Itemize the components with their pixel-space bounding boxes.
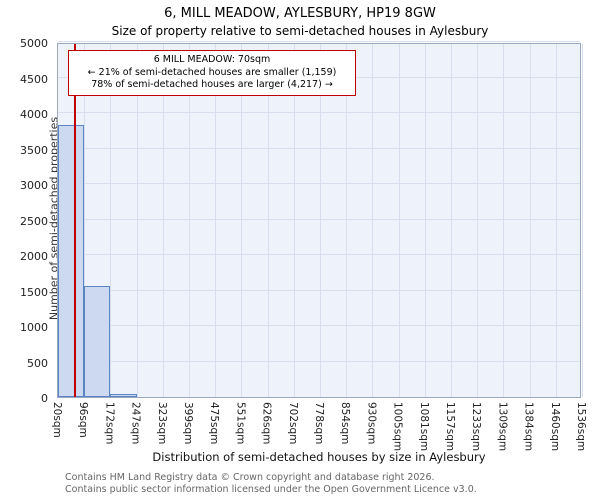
v-gridline [110, 44, 112, 397]
x-axis-ticks: 20sqm 96sqm 172sqm 247sqm 323sqm 399sqm 475sqm… [51, 401, 587, 452]
v-gridline [215, 44, 217, 397]
x-tick-label: 399sqm [182, 402, 194, 445]
property-size-marker-line [74, 44, 77, 397]
x-tick-label: 1460sqm [548, 402, 561, 452]
y-tick-label: 3000 [20, 179, 48, 192]
y-axis-ticks: 0 500 1000 1500 2000 2500 3000 3500 4000 4500 5000 [0, 37, 52, 405]
histogram-bar [110, 393, 137, 397]
h-gridline [58, 218, 580, 220]
y-tick-label: 2000 [20, 250, 48, 263]
attribution-footer: Contains HM Land Registry data © Crown c… [65, 472, 585, 495]
v-gridline [241, 44, 243, 397]
v-gridline [189, 44, 190, 397]
h-gridline [58, 147, 580, 149]
x-tick-label: 1157sqm [444, 402, 456, 452]
x-tick-label: 1233sqm [470, 402, 483, 452]
x-tick-label: 551sqm [234, 402, 247, 445]
v-gridline [320, 44, 321, 397]
x-tick-label: 1309sqm [496, 402, 509, 452]
annotation-line-2: ← 21% of semi-detached houses are smalle… [87, 66, 337, 78]
y-tick-label: 1500 [20, 285, 48, 299]
h-gridline [58, 183, 580, 184]
x-tick-label: 1005sqm [391, 402, 404, 452]
x-tick-label: 1081sqm [417, 402, 430, 452]
y-tick-label: 0 [41, 392, 48, 405]
v-gridline [451, 44, 452, 397]
h-gridline [58, 254, 580, 255]
x-tick-label: 1536sqm [575, 402, 587, 452]
histogram-bar [58, 125, 85, 397]
v-gridline [398, 44, 400, 397]
x-tick-label: 475sqm [208, 402, 221, 445]
y-tick-label: 5000 [20, 37, 48, 50]
v-gridline [424, 44, 426, 397]
v-gridline [84, 44, 86, 397]
x-tick-label: 247sqm [129, 402, 142, 445]
x-tick-label: 1384sqm [522, 402, 535, 452]
annotation-line-1: 6 MILL MEADOW: 70sqm [153, 54, 271, 65]
x-axis-label: Distribution of semi-detached houses by … [152, 450, 486, 464]
attribution-line-2: Contains public sector information licen… [65, 483, 477, 495]
v-gridline [477, 44, 479, 397]
v-gridline [136, 44, 138, 397]
v-gridline [555, 44, 557, 397]
x-tick-label: 702sqm [286, 402, 299, 445]
v-gridline [162, 44, 164, 397]
attribution-line-1: Contains HM Land Registry data © Crown c… [65, 472, 435, 483]
histogram-bar [84, 285, 111, 397]
h-gridline [58, 289, 580, 291]
v-gridline [529, 44, 531, 397]
y-tick-label: 3500 [20, 143, 48, 157]
annotation-line-3: 78% of semi-detached houses are larger (… [91, 79, 333, 90]
v-gridline [582, 44, 583, 397]
y-tick-label: 500 [27, 356, 48, 370]
x-tick-label: 930sqm [365, 402, 378, 445]
chart-subtitle: Size of property relative to semi-detach… [111, 24, 489, 38]
x-tick-label: 20sqm [51, 402, 63, 438]
chart-title: 6, MILL MEADOW, AYLESBURY, HP19 8GW [164, 6, 436, 21]
v-gridline [503, 44, 505, 397]
x-tick-label: 172sqm [103, 402, 116, 445]
v-gridline [372, 44, 374, 397]
v-gridline [267, 44, 269, 397]
h-gridline [58, 325, 580, 326]
h-gridline [58, 360, 580, 362]
property-annotation-box: 6 MILL MEADOW: 70sqm ← 21% of semi-detac… [68, 50, 356, 96]
h-gridline [58, 112, 580, 113]
v-gridline [293, 44, 295, 397]
x-tick-label: 854sqm [339, 402, 352, 445]
y-tick-label: 4500 [20, 72, 48, 86]
x-tick-label: 323sqm [155, 402, 168, 445]
h-gridline [58, 41, 580, 42]
y-tick-label: 1000 [20, 321, 48, 334]
y-tick-label: 4000 [20, 108, 48, 121]
v-gridline [346, 44, 348, 397]
y-tick-label: 2500 [20, 214, 48, 228]
x-tick-label: 626sqm [260, 402, 273, 445]
x-tick-label: 96sqm [77, 402, 90, 438]
x-tick-label: 778sqm [313, 402, 325, 445]
plot-area: 6 MILL MEADOW: 70sqm ← 21% of semi-detac… [57, 41, 583, 398]
